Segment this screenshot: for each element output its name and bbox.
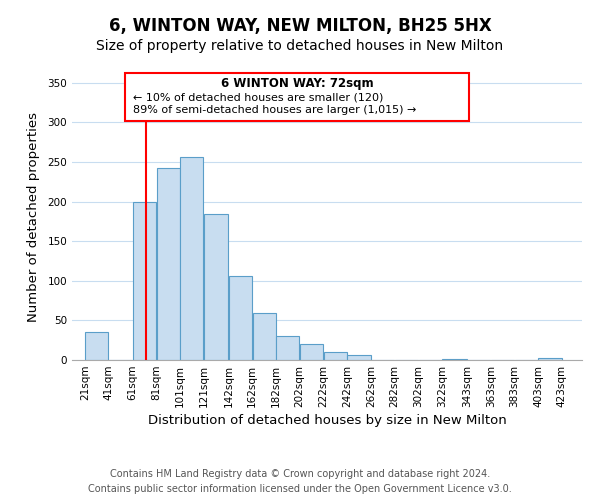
Text: 6 WINTON WAY: 72sqm: 6 WINTON WAY: 72sqm: [221, 78, 374, 90]
Text: 89% of semi-detached houses are larger (1,015) →: 89% of semi-detached houses are larger (…: [133, 106, 416, 116]
Bar: [442, 359, 467, 360]
Bar: [300, 344, 323, 360]
Text: Contains HM Land Registry data © Crown copyright and database right 2024.: Contains HM Land Registry data © Crown c…: [110, 469, 490, 479]
FancyBboxPatch shape: [125, 74, 469, 121]
Y-axis label: Number of detached properties: Number of detached properties: [28, 112, 40, 322]
Bar: [180, 156, 203, 360]
Bar: [133, 202, 156, 360]
Bar: [229, 276, 252, 360]
Bar: [347, 355, 371, 360]
Bar: [85, 332, 109, 360]
Text: 6, WINTON WAY, NEW MILTON, BH25 5HX: 6, WINTON WAY, NEW MILTON, BH25 5HX: [109, 18, 491, 36]
Bar: [157, 168, 179, 360]
Bar: [253, 312, 276, 360]
Bar: [324, 352, 347, 360]
X-axis label: Distribution of detached houses by size in New Milton: Distribution of detached houses by size …: [148, 414, 506, 427]
Bar: [538, 358, 562, 360]
Bar: [276, 336, 299, 360]
Text: Contains public sector information licensed under the Open Government Licence v3: Contains public sector information licen…: [88, 484, 512, 494]
Bar: [204, 214, 228, 360]
Text: Size of property relative to detached houses in New Milton: Size of property relative to detached ho…: [97, 39, 503, 53]
Text: ← 10% of detached houses are smaller (120): ← 10% of detached houses are smaller (12…: [133, 92, 383, 102]
